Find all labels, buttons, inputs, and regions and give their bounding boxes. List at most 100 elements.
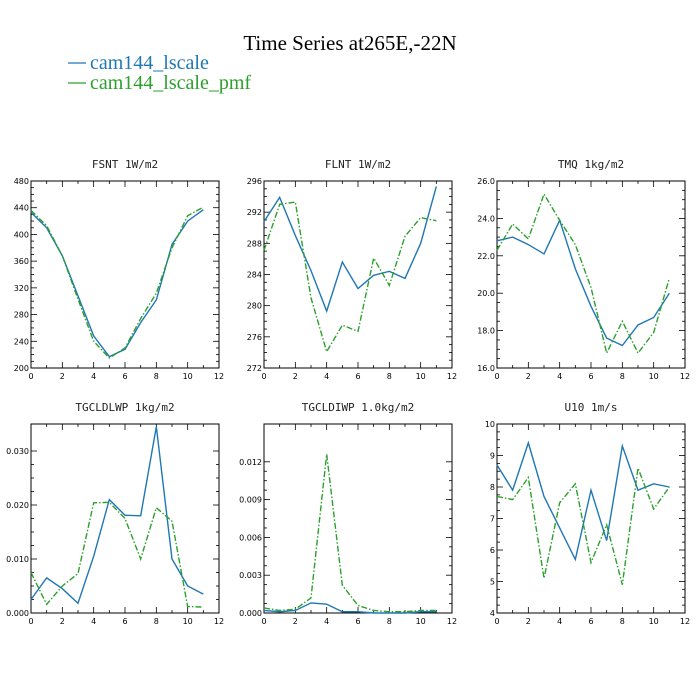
series-line-cam144-lscale-pmf: [30, 206, 204, 359]
x-tick-label: 10: [183, 617, 193, 626]
x-tick-label: 12: [447, 372, 457, 381]
x-tick-label: 8: [387, 617, 392, 626]
y-tick-label: 360: [14, 257, 29, 266]
x-tick-label: 0: [28, 372, 33, 381]
x-tick-label: 6: [122, 372, 127, 381]
x-tick-label: 10: [416, 372, 426, 381]
y-tick-label: 18.0: [477, 327, 495, 336]
y-tick-label: 0.009: [239, 496, 262, 505]
y-tick-label: 284: [247, 271, 262, 280]
plot-frame: [30, 423, 220, 614]
series-line-cam144-lscale: [263, 186, 438, 314]
series-line-cam144-lscale-pmf: [30, 501, 204, 608]
series-line-cam144-lscale: [30, 209, 204, 358]
y-tick-label: 480: [14, 177, 29, 186]
x-tick-label: 12: [214, 617, 224, 626]
x-tick-label: 8: [387, 372, 392, 381]
x-tick-label: 8: [620, 372, 625, 381]
chart-panel-4: TGCLDLWP 1kg/m2 0 2 4 6 8 10 12 0.000 0.010 0.020 0…: [6, 401, 224, 626]
x-tick-label: 2: [60, 617, 65, 626]
x-tick-label: 6: [588, 372, 593, 381]
x-tick-label: 2: [293, 372, 298, 381]
panel-title: TMQ 1kg/m2: [558, 158, 624, 171]
y-tick-label: 296: [247, 177, 262, 186]
y-tick-label: 9: [490, 452, 495, 461]
x-tick-label: 2: [60, 372, 65, 381]
y-tick-label: 0.030: [6, 447, 29, 456]
y-tick-label: 16.0: [477, 364, 495, 373]
x-tick-label: 6: [122, 617, 127, 626]
y-tick-label: 240: [14, 337, 29, 346]
x-tick-label: 0: [261, 372, 266, 381]
series-line-cam144-lscale: [496, 440, 670, 562]
plot-frame: [496, 180, 686, 369]
y-tick-label: 10: [485, 420, 495, 429]
panel-title: TGCLDLWP 1kg/m2: [75, 401, 174, 414]
y-tick-label: 22.0: [477, 252, 495, 261]
x-tick-label: 6: [588, 617, 593, 626]
series-line-cam144-lscale-pmf: [263, 454, 437, 613]
x-tick-label: 4: [324, 617, 329, 626]
series-line-cam144-lscale: [496, 218, 670, 347]
y-tick-label: 0.006: [239, 533, 262, 542]
series-line-cam144-lscale-pmf: [496, 467, 670, 585]
y-tick-label: 5: [490, 578, 495, 587]
x-tick-label: 4: [324, 372, 329, 381]
legend-label-cam144-lscale: cam144_lscale: [90, 52, 209, 74]
chart-panel-5: TGCLDIWP 1.0kg/m2 0 2 4 6 8 10 12 0.000 0.003 0.00…: [239, 401, 457, 626]
x-tick-label: 4: [91, 372, 96, 381]
y-tick-label: 280: [247, 302, 262, 311]
y-tick-label: 20.0: [477, 289, 495, 298]
x-tick-label: 10: [649, 372, 659, 381]
x-tick-label: 4: [557, 617, 562, 626]
y-tick-label: 24.0: [477, 214, 495, 223]
y-tick-label: 440: [14, 204, 29, 213]
y-tick-label: 26.0: [477, 177, 495, 186]
y-tick-label: 288: [247, 239, 262, 248]
x-tick-label: 12: [680, 617, 690, 626]
x-tick-label: 10: [416, 617, 426, 626]
x-tick-label: 6: [355, 617, 360, 626]
chart-panel-1: FSNT 1W/m2 0 2 4 6 8 10 12 200 240 280 320 360 400 440…: [14, 158, 224, 381]
y-tick-label: 276: [247, 333, 262, 342]
y-tick-label: 8: [490, 483, 495, 492]
y-tick-label: 0.012: [239, 458, 262, 467]
y-tick-label: 280: [14, 311, 29, 320]
x-tick-label: 2: [526, 372, 531, 381]
series-line-cam144-lscale: [30, 426, 204, 605]
figure-title: Time Series at265E,-22N: [243, 31, 456, 55]
panel-title: TGCLDIWP 1.0kg/m2: [302, 401, 415, 414]
y-tick-label: 6: [490, 546, 495, 555]
plot-frame: [30, 180, 220, 369]
y-tick-label: 0.010: [6, 555, 29, 564]
x-tick-label: 0: [494, 372, 499, 381]
y-tick-label: 200: [14, 364, 29, 373]
x-tick-label: 2: [293, 617, 298, 626]
legend-label-cam144-lscale-pmf: cam144_lscale_pmf: [90, 72, 251, 94]
plot-frame: [263, 180, 453, 369]
series-line-cam144-lscale-pmf: [496, 192, 671, 356]
x-tick-label: 0: [28, 617, 33, 626]
x-tick-label: 0: [261, 617, 266, 626]
legend: cam144_lscale cam144_lscale_pmf: [68, 52, 251, 94]
x-tick-label: 12: [447, 617, 457, 626]
chart-panel-2: FLNT 1W/m2 0 2 4 6 8 10 12 272 276 280 284 288 292 296: [247, 158, 457, 381]
panel-title: U10 1m/s: [565, 401, 618, 414]
x-tick-label: 10: [183, 372, 193, 381]
x-tick-label: 12: [680, 372, 690, 381]
panel-title: FLNT 1W/m2: [325, 158, 391, 171]
panels: FSNT 1W/m20 2 4 6 8 10 12200240280320360400440…: [6, 158, 690, 626]
series-line-cam144-lscale: [263, 602, 437, 614]
y-tick-label: 4: [490, 609, 495, 618]
plot-frame: [263, 423, 453, 614]
x-tick-label: 0: [494, 617, 499, 626]
panel-title: FSNT 1W/m2: [92, 158, 158, 171]
y-tick-label: 0.000: [239, 609, 262, 618]
series-line-cam144-lscale-pmf: [263, 201, 437, 354]
chart-panel-6: U10 1m/s 0 2 4 6 8 10 12 4 5 6 7 8 9 10: [485, 401, 690, 626]
y-tick-label: 292: [247, 208, 262, 217]
x-tick-label: 12: [214, 372, 224, 381]
x-tick-label: 10: [649, 617, 659, 626]
x-tick-label: 8: [620, 617, 625, 626]
